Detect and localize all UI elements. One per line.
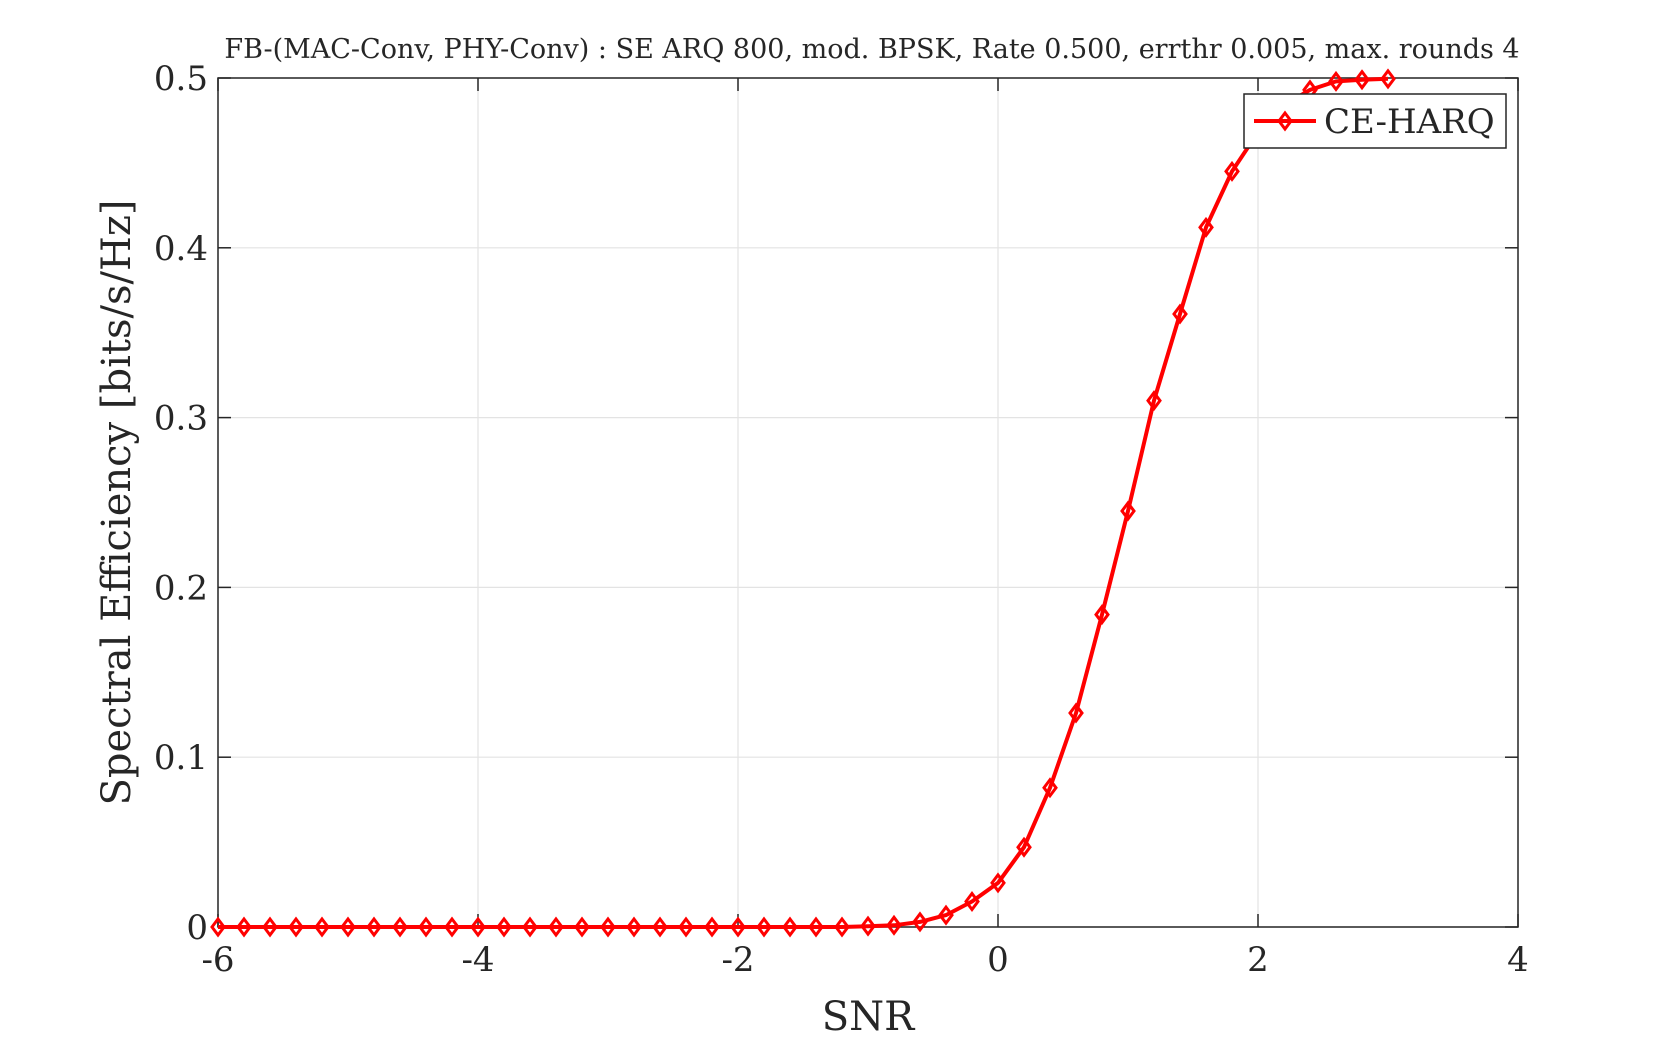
- y-tick-label: 0.3: [154, 399, 208, 439]
- data-point: [262, 916, 278, 938]
- data-point: [886, 914, 902, 936]
- data-point: [652, 916, 668, 938]
- y-tick-label: 0: [186, 908, 208, 948]
- series-layer: [210, 68, 1396, 938]
- data-point: [496, 916, 512, 938]
- data-point: [574, 916, 590, 938]
- x-tick-labels: -6 -4 -2 0 2 4: [201, 940, 1528, 980]
- x-tick-label: -6: [201, 940, 234, 980]
- data-point: [756, 916, 772, 938]
- data-point: [314, 916, 330, 938]
- legend-label: CE-HARQ: [1324, 102, 1495, 142]
- data-point: [548, 916, 564, 938]
- data-point: [236, 916, 252, 938]
- data-point: [1146, 390, 1162, 412]
- data-point: [678, 916, 694, 938]
- data-point: [1042, 777, 1058, 799]
- data-point: [210, 916, 226, 938]
- data-point: [1328, 70, 1344, 92]
- data-point: [1120, 500, 1136, 522]
- x-tick-label: 0: [987, 940, 1009, 980]
- data-point: [704, 916, 720, 938]
- data-point: [1354, 69, 1370, 91]
- legend: CE-HARQ: [1243, 93, 1507, 149]
- data-point: [522, 916, 538, 938]
- data-point: [600, 916, 616, 938]
- data-point: [964, 891, 980, 913]
- data-point: [626, 916, 642, 938]
- data-point: [1380, 68, 1396, 90]
- data-point: [366, 916, 382, 938]
- series-line: [218, 76, 1389, 929]
- data-point: [912, 911, 928, 933]
- data-point: [1224, 160, 1240, 182]
- data-point: [340, 916, 356, 938]
- data-point: [444, 916, 460, 938]
- data-point: [392, 916, 408, 938]
- y-tick-label: 0.5: [154, 59, 208, 99]
- x-axis-label: SNR: [822, 994, 916, 1040]
- chart-title: FB-(MAC-Conv, PHY-Conv) : SE ARQ 800, mo…: [224, 34, 1519, 65]
- legend-marker-diamond: [1277, 110, 1293, 132]
- data-point: [1094, 604, 1110, 626]
- data-point: [1172, 303, 1188, 325]
- data-point: [1016, 836, 1032, 858]
- x-tick-label: -2: [721, 940, 754, 980]
- y-tick-label: 0.1: [154, 738, 208, 778]
- data-point: [938, 904, 954, 926]
- y-tick-label: 0.2: [154, 568, 208, 608]
- grid: [217, 77, 1519, 928]
- data-point: [730, 916, 746, 938]
- x-tick-label: 4: [1507, 940, 1529, 980]
- data-point: [1068, 702, 1084, 724]
- y-tick-label: 0.4: [154, 229, 208, 269]
- data-point: [990, 872, 1006, 894]
- data-point: [288, 916, 304, 938]
- y-tick-labels: 0 0.1 0.2 0.3 0.4 0.5: [154, 59, 208, 948]
- y-axis-label: Spectral Efficiency [bits/s/Hz]: [94, 199, 140, 805]
- x-tick-label: 2: [1247, 940, 1269, 980]
- plot-area: [218, 78, 1518, 927]
- data-point: [808, 916, 824, 938]
- data-point: [418, 916, 434, 938]
- data-point: [782, 916, 798, 938]
- x-tick-label: -4: [461, 940, 494, 980]
- data-point: [1198, 216, 1214, 238]
- data-point: [834, 916, 850, 938]
- data-point: [470, 916, 486, 938]
- data-point: [860, 915, 876, 937]
